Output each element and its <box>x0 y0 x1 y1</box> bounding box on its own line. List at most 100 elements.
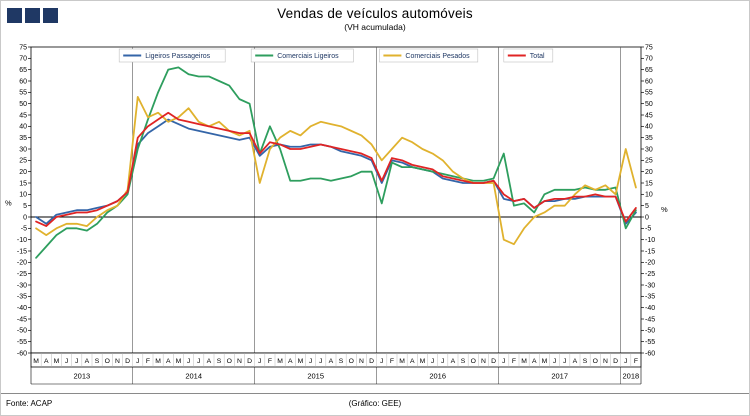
svg-text:25: 25 <box>645 158 653 165</box>
svg-text:Comerciais Pesados: Comerciais Pesados <box>405 53 470 60</box>
svg-text:-15: -15 <box>645 248 655 255</box>
svg-text:-25: -25 <box>17 271 27 278</box>
svg-text:Total: Total <box>530 53 545 60</box>
svg-text:30: 30 <box>19 146 27 153</box>
svg-text:N: N <box>115 358 120 365</box>
svg-text:65: 65 <box>645 67 653 74</box>
svg-text:50: 50 <box>19 101 27 108</box>
svg-text:-55: -55 <box>17 339 27 346</box>
svg-text:J: J <box>197 358 200 365</box>
logo-square <box>43 8 58 23</box>
svg-text:-40: -40 <box>17 305 27 312</box>
svg-text:A: A <box>329 358 334 365</box>
svg-text:-60: -60 <box>645 350 655 357</box>
svg-text:15: 15 <box>19 180 27 187</box>
svg-text:N: N <box>359 358 364 365</box>
chart-subtitle: (VH acumulada) <box>344 22 406 32</box>
svg-text:20: 20 <box>19 169 27 176</box>
chart-header: Vendas de veículos automóveis (VH acumul… <box>1 1 749 41</box>
svg-text:M: M <box>521 358 527 365</box>
svg-text:-30: -30 <box>17 282 27 289</box>
svg-text:2015: 2015 <box>307 372 324 381</box>
svg-text:70: 70 <box>19 56 27 63</box>
svg-text:15: 15 <box>645 180 653 187</box>
svg-text:F: F <box>268 358 272 365</box>
svg-text:M: M <box>420 358 426 365</box>
svg-text:75: 75 <box>645 44 653 51</box>
svg-text:F: F <box>390 358 394 365</box>
svg-text:30: 30 <box>645 146 653 153</box>
svg-text:O: O <box>227 358 232 365</box>
svg-text:10: 10 <box>645 192 653 199</box>
svg-text:%: % <box>5 198 12 207</box>
svg-text:-20: -20 <box>645 260 655 267</box>
svg-text:J: J <box>309 358 312 365</box>
svg-text:O: O <box>593 358 598 365</box>
svg-text:-20: -20 <box>17 260 27 267</box>
svg-text:40: 40 <box>19 124 27 131</box>
svg-text:J: J <box>380 358 383 365</box>
svg-text:J: J <box>65 358 68 365</box>
svg-text:A: A <box>573 358 578 365</box>
svg-text:-55: -55 <box>645 339 655 346</box>
svg-text:J: J <box>136 358 139 365</box>
svg-text:S: S <box>217 358 222 365</box>
svg-text:A: A <box>85 358 90 365</box>
svg-text:-50: -50 <box>17 328 27 335</box>
svg-text:D: D <box>613 358 618 365</box>
svg-text:-60: -60 <box>17 350 27 357</box>
svg-text:A: A <box>166 358 171 365</box>
svg-text:55: 55 <box>645 90 653 97</box>
svg-text:-10: -10 <box>17 237 27 244</box>
title-block: Vendas de veículos automóveis (VH acumul… <box>1 1 749 32</box>
svg-text:J: J <box>502 358 505 365</box>
svg-text:2017: 2017 <box>551 372 568 381</box>
logo-square <box>7 8 22 23</box>
svg-text:N: N <box>481 358 486 365</box>
svg-text:35: 35 <box>19 135 27 142</box>
svg-text:D: D <box>247 358 252 365</box>
svg-text:A: A <box>451 358 456 365</box>
svg-text:-45: -45 <box>17 316 27 323</box>
svg-text:J: J <box>258 358 261 365</box>
chart-title: Vendas de veículos automóveis <box>277 6 473 21</box>
svg-text:-35: -35 <box>645 294 655 301</box>
svg-text:-5: -5 <box>645 226 651 233</box>
svg-text:A: A <box>44 358 49 365</box>
svg-text:M: M <box>54 358 60 365</box>
svg-text:J: J <box>319 358 322 365</box>
svg-text:-10: -10 <box>645 237 655 244</box>
svg-text:F: F <box>634 358 638 365</box>
svg-text:-15: -15 <box>17 248 27 255</box>
svg-text:S: S <box>583 358 588 365</box>
svg-text:F: F <box>512 358 516 365</box>
svg-text:0: 0 <box>645 214 649 221</box>
svg-text:45: 45 <box>19 112 27 119</box>
svg-text:O: O <box>471 358 476 365</box>
svg-text:D: D <box>125 358 130 365</box>
svg-text:M: M <box>399 358 405 365</box>
svg-text:50: 50 <box>645 101 653 108</box>
svg-text:M: M <box>298 358 304 365</box>
svg-text:70: 70 <box>645 56 653 63</box>
source-label: Fonte: ACAP <box>6 399 53 408</box>
svg-text:75: 75 <box>19 44 27 51</box>
svg-text:20: 20 <box>645 169 653 176</box>
chart-footer: Fonte: ACAP (Gráfico: GEE) <box>1 393 749 415</box>
svg-text:N: N <box>603 358 608 365</box>
svg-text:-25: -25 <box>645 271 655 278</box>
svg-text:J: J <box>624 358 627 365</box>
svg-text:A: A <box>410 358 415 365</box>
svg-text:-30: -30 <box>645 282 655 289</box>
svg-text:J: J <box>431 358 434 365</box>
svg-text:J: J <box>563 358 566 365</box>
svg-text:O: O <box>349 358 354 365</box>
svg-text:60: 60 <box>645 78 653 85</box>
svg-text:-50: -50 <box>645 328 655 335</box>
svg-text:2014: 2014 <box>185 372 202 381</box>
svg-text:J: J <box>441 358 444 365</box>
svg-text:60: 60 <box>19 78 27 85</box>
svg-text:A: A <box>532 358 537 365</box>
